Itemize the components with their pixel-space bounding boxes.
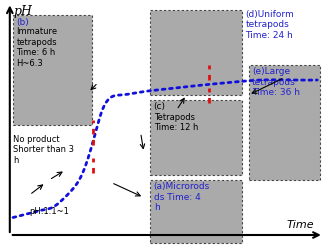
Text: (b): (b) — [16, 18, 29, 26]
Text: (e)Large
tetrapods
Time: 36 h: (e)Large tetrapods Time: 36 h — [252, 68, 300, 97]
Text: Immature
tetrapods
Time: 6 h
H~6.3: Immature tetrapods Time: 6 h H~6.3 — [16, 28, 58, 68]
Text: Tetrapods
Time: 12 h: Tetrapods Time: 12 h — [154, 112, 198, 132]
Text: pH:1.1~1: pH:1.1~1 — [29, 208, 69, 216]
Bar — [150, 180, 242, 242]
Text: pH: pH — [13, 5, 32, 18]
Text: Time: Time — [286, 220, 314, 230]
Bar — [150, 100, 242, 175]
Text: (a)Microrods
ds Time: 4
h: (a)Microrods ds Time: 4 h — [154, 182, 210, 212]
Bar — [249, 65, 320, 180]
Bar — [13, 15, 92, 125]
Text: (d)Uniform
tetrapods
Time: 24 h: (d)Uniform tetrapods Time: 24 h — [245, 10, 294, 40]
Text: (c): (c) — [154, 102, 166, 112]
Bar — [150, 10, 242, 95]
Text: No product
Shorter than 3
h: No product Shorter than 3 h — [13, 135, 74, 165]
